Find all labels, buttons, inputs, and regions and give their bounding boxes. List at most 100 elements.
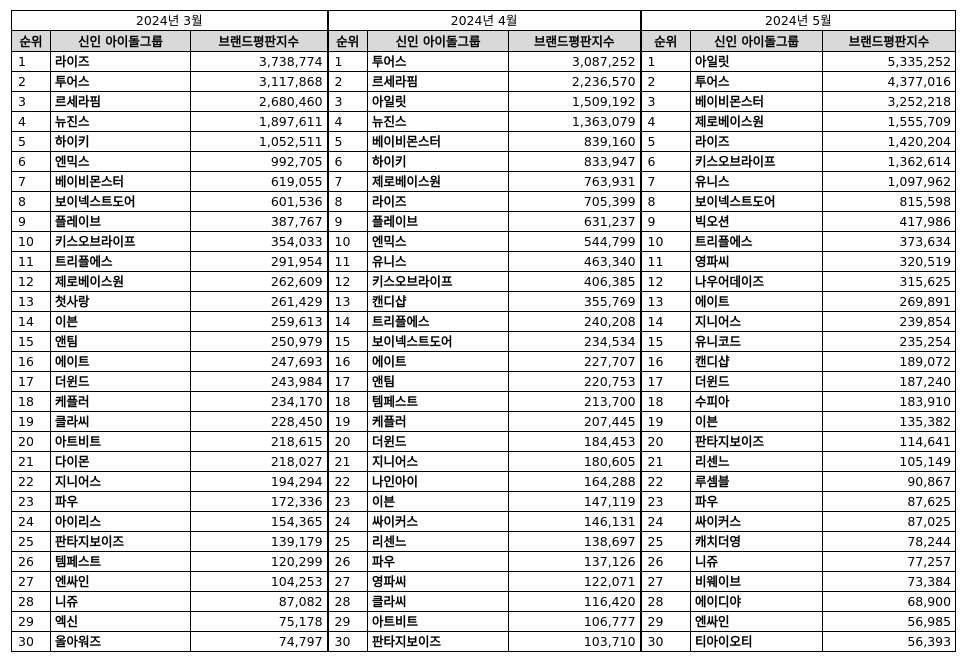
brand-index: 137,126 bbox=[508, 551, 642, 572]
data-row: 28 니쥬 87,082 28 클라씨 116,420 28 에이디야 68,900 bbox=[11, 591, 957, 612]
column-header: 브랜드평판지수 bbox=[189, 30, 329, 52]
brand-index: 243,984 bbox=[189, 371, 329, 392]
brand-index: 619,055 bbox=[189, 171, 329, 192]
group-name: 엑신 bbox=[50, 611, 191, 632]
rank: 12 bbox=[11, 271, 51, 292]
group-name: 클라씨 bbox=[50, 411, 191, 432]
rank: 5 bbox=[11, 131, 51, 152]
rank: 15 bbox=[11, 331, 51, 352]
brand-index: 135,382 bbox=[822, 411, 957, 432]
group-name: 케플러 bbox=[367, 411, 510, 432]
rank: 4 bbox=[326, 111, 369, 132]
group-name: 유니스 bbox=[690, 171, 824, 192]
group-name: 싸이커스 bbox=[367, 511, 510, 532]
group-name: 르세라핌 bbox=[367, 71, 510, 92]
data-row: 14 이븐 259,613 14 트리플에스 240,208 14 지니어스 239,854 bbox=[11, 311, 957, 332]
group-name: 클라씨 bbox=[367, 591, 510, 612]
group-name: 라이즈 bbox=[50, 51, 191, 72]
group-name: 빅오션 bbox=[690, 211, 824, 232]
brand-index: 68,900 bbox=[822, 591, 957, 612]
data-row: 22 지니어스 194,294 22 나인아이 164,288 22 루셈블 90,867 bbox=[11, 471, 957, 492]
brand-index: 1,420,204 bbox=[822, 131, 957, 152]
group-name: 트리플에스 bbox=[50, 251, 191, 272]
brand-index: 180,605 bbox=[508, 451, 642, 472]
rank: 11 bbox=[639, 251, 692, 272]
column-header: 순위 bbox=[639, 30, 692, 52]
rank: 27 bbox=[11, 571, 51, 592]
rank: 13 bbox=[326, 291, 369, 312]
group-name: 이븐 bbox=[50, 311, 191, 332]
group-name: 엔싸인 bbox=[50, 571, 191, 592]
rank: 21 bbox=[326, 451, 369, 472]
rank: 3 bbox=[639, 91, 692, 112]
data-row: 7 베이비몬스터 619,055 7 제로베이스원 763,931 7 유니스 1,097,96… bbox=[11, 171, 957, 192]
group-name: 첫사랑 bbox=[50, 291, 191, 312]
column-header: 순위 bbox=[326, 30, 369, 52]
brand-index: 75,178 bbox=[189, 611, 329, 632]
group-name: 엔싸인 bbox=[690, 611, 824, 632]
brand-index: 122,071 bbox=[508, 571, 642, 592]
rank: 29 bbox=[326, 611, 369, 632]
brand-index: 3,252,218 bbox=[822, 91, 957, 112]
brand-index: 104,253 bbox=[189, 571, 329, 592]
group-name: 베이비몬스터 bbox=[50, 171, 191, 192]
group-name: 유니스 bbox=[367, 251, 510, 272]
group-name: 엔믹스 bbox=[367, 231, 510, 252]
rank: 8 bbox=[639, 191, 692, 212]
brand-index: 154,365 bbox=[189, 511, 329, 532]
rank: 17 bbox=[11, 371, 51, 392]
brand-index: 815,598 bbox=[822, 191, 957, 212]
group-name: 에이트 bbox=[690, 291, 824, 312]
data-row: 12 제로베이스원 262,609 12 키스오브라이프 406,385 12 나우어데이즈 3… bbox=[11, 271, 957, 292]
rank: 11 bbox=[326, 251, 369, 272]
rank: 25 bbox=[639, 531, 692, 552]
group-name: 키스오브라이프 bbox=[367, 271, 510, 292]
group-name: 투어스 bbox=[50, 71, 191, 92]
rank: 13 bbox=[11, 291, 51, 312]
brand-index: 247,693 bbox=[189, 351, 329, 372]
group-name: 영파씨 bbox=[367, 571, 510, 592]
brand-index: 269,891 bbox=[822, 291, 957, 312]
brand-index: 189,072 bbox=[822, 351, 957, 372]
group-name: 판타지보이즈 bbox=[367, 631, 510, 652]
data-row: 20 아트비트 218,615 20 더윈드 184,453 20 판타지보이즈 114,641 bbox=[11, 431, 957, 452]
data-row: 27 엔싸인 104,253 27 영파씨 122,071 27 비웨이브 73,384 bbox=[11, 571, 957, 592]
brand-index: 373,634 bbox=[822, 231, 957, 252]
brand-index: 220,753 bbox=[508, 371, 642, 392]
rank: 17 bbox=[326, 371, 369, 392]
brand-index: 184,453 bbox=[508, 431, 642, 452]
rank: 1 bbox=[326, 51, 369, 72]
brand-index: 73,384 bbox=[822, 571, 957, 592]
rank: 8 bbox=[326, 191, 369, 212]
data-row: 15 앤팀 250,979 15 보이넥스트도어 234,534 15 유니코드 235,254 bbox=[11, 331, 957, 352]
rank: 6 bbox=[639, 151, 692, 172]
brand-index: 114,641 bbox=[822, 431, 957, 452]
group-name: 리센느 bbox=[367, 531, 510, 552]
group-name: 투어스 bbox=[367, 51, 510, 72]
group-name: 더윈드 bbox=[50, 371, 191, 392]
group-name: 템페스트 bbox=[50, 551, 191, 572]
brand-index: 1,052,511 bbox=[189, 131, 329, 152]
group-name: 아일릿 bbox=[690, 51, 824, 72]
brand-index: 227,707 bbox=[508, 351, 642, 372]
brand-index: 1,555,709 bbox=[822, 111, 957, 132]
data-row: 8 보이넥스트도어 601,536 8 라이즈 705,399 8 보이넥스트도어 815,59… bbox=[11, 191, 957, 212]
rank: 26 bbox=[326, 551, 369, 572]
brand-index: 138,697 bbox=[508, 531, 642, 552]
group-name: 하이키 bbox=[367, 151, 510, 172]
rank: 10 bbox=[11, 231, 51, 252]
brand-index: 3,738,774 bbox=[189, 51, 329, 72]
brand-index: 1,509,192 bbox=[508, 91, 642, 112]
rank: 24 bbox=[639, 511, 692, 532]
rank: 22 bbox=[639, 471, 692, 492]
group-name: 에이디야 bbox=[690, 591, 824, 612]
group-name: 캐치더영 bbox=[690, 531, 824, 552]
group-name: 더윈드 bbox=[690, 371, 824, 392]
brand-index: 1,097,962 bbox=[822, 171, 957, 192]
group-name: 투어스 bbox=[690, 71, 824, 92]
brand-index: 139,179 bbox=[189, 531, 329, 552]
brand-index: 833,947 bbox=[508, 151, 642, 172]
brand-index: 147,119 bbox=[508, 491, 642, 512]
brand-index: 146,131 bbox=[508, 511, 642, 532]
group-name: 트리플에스 bbox=[367, 311, 510, 332]
